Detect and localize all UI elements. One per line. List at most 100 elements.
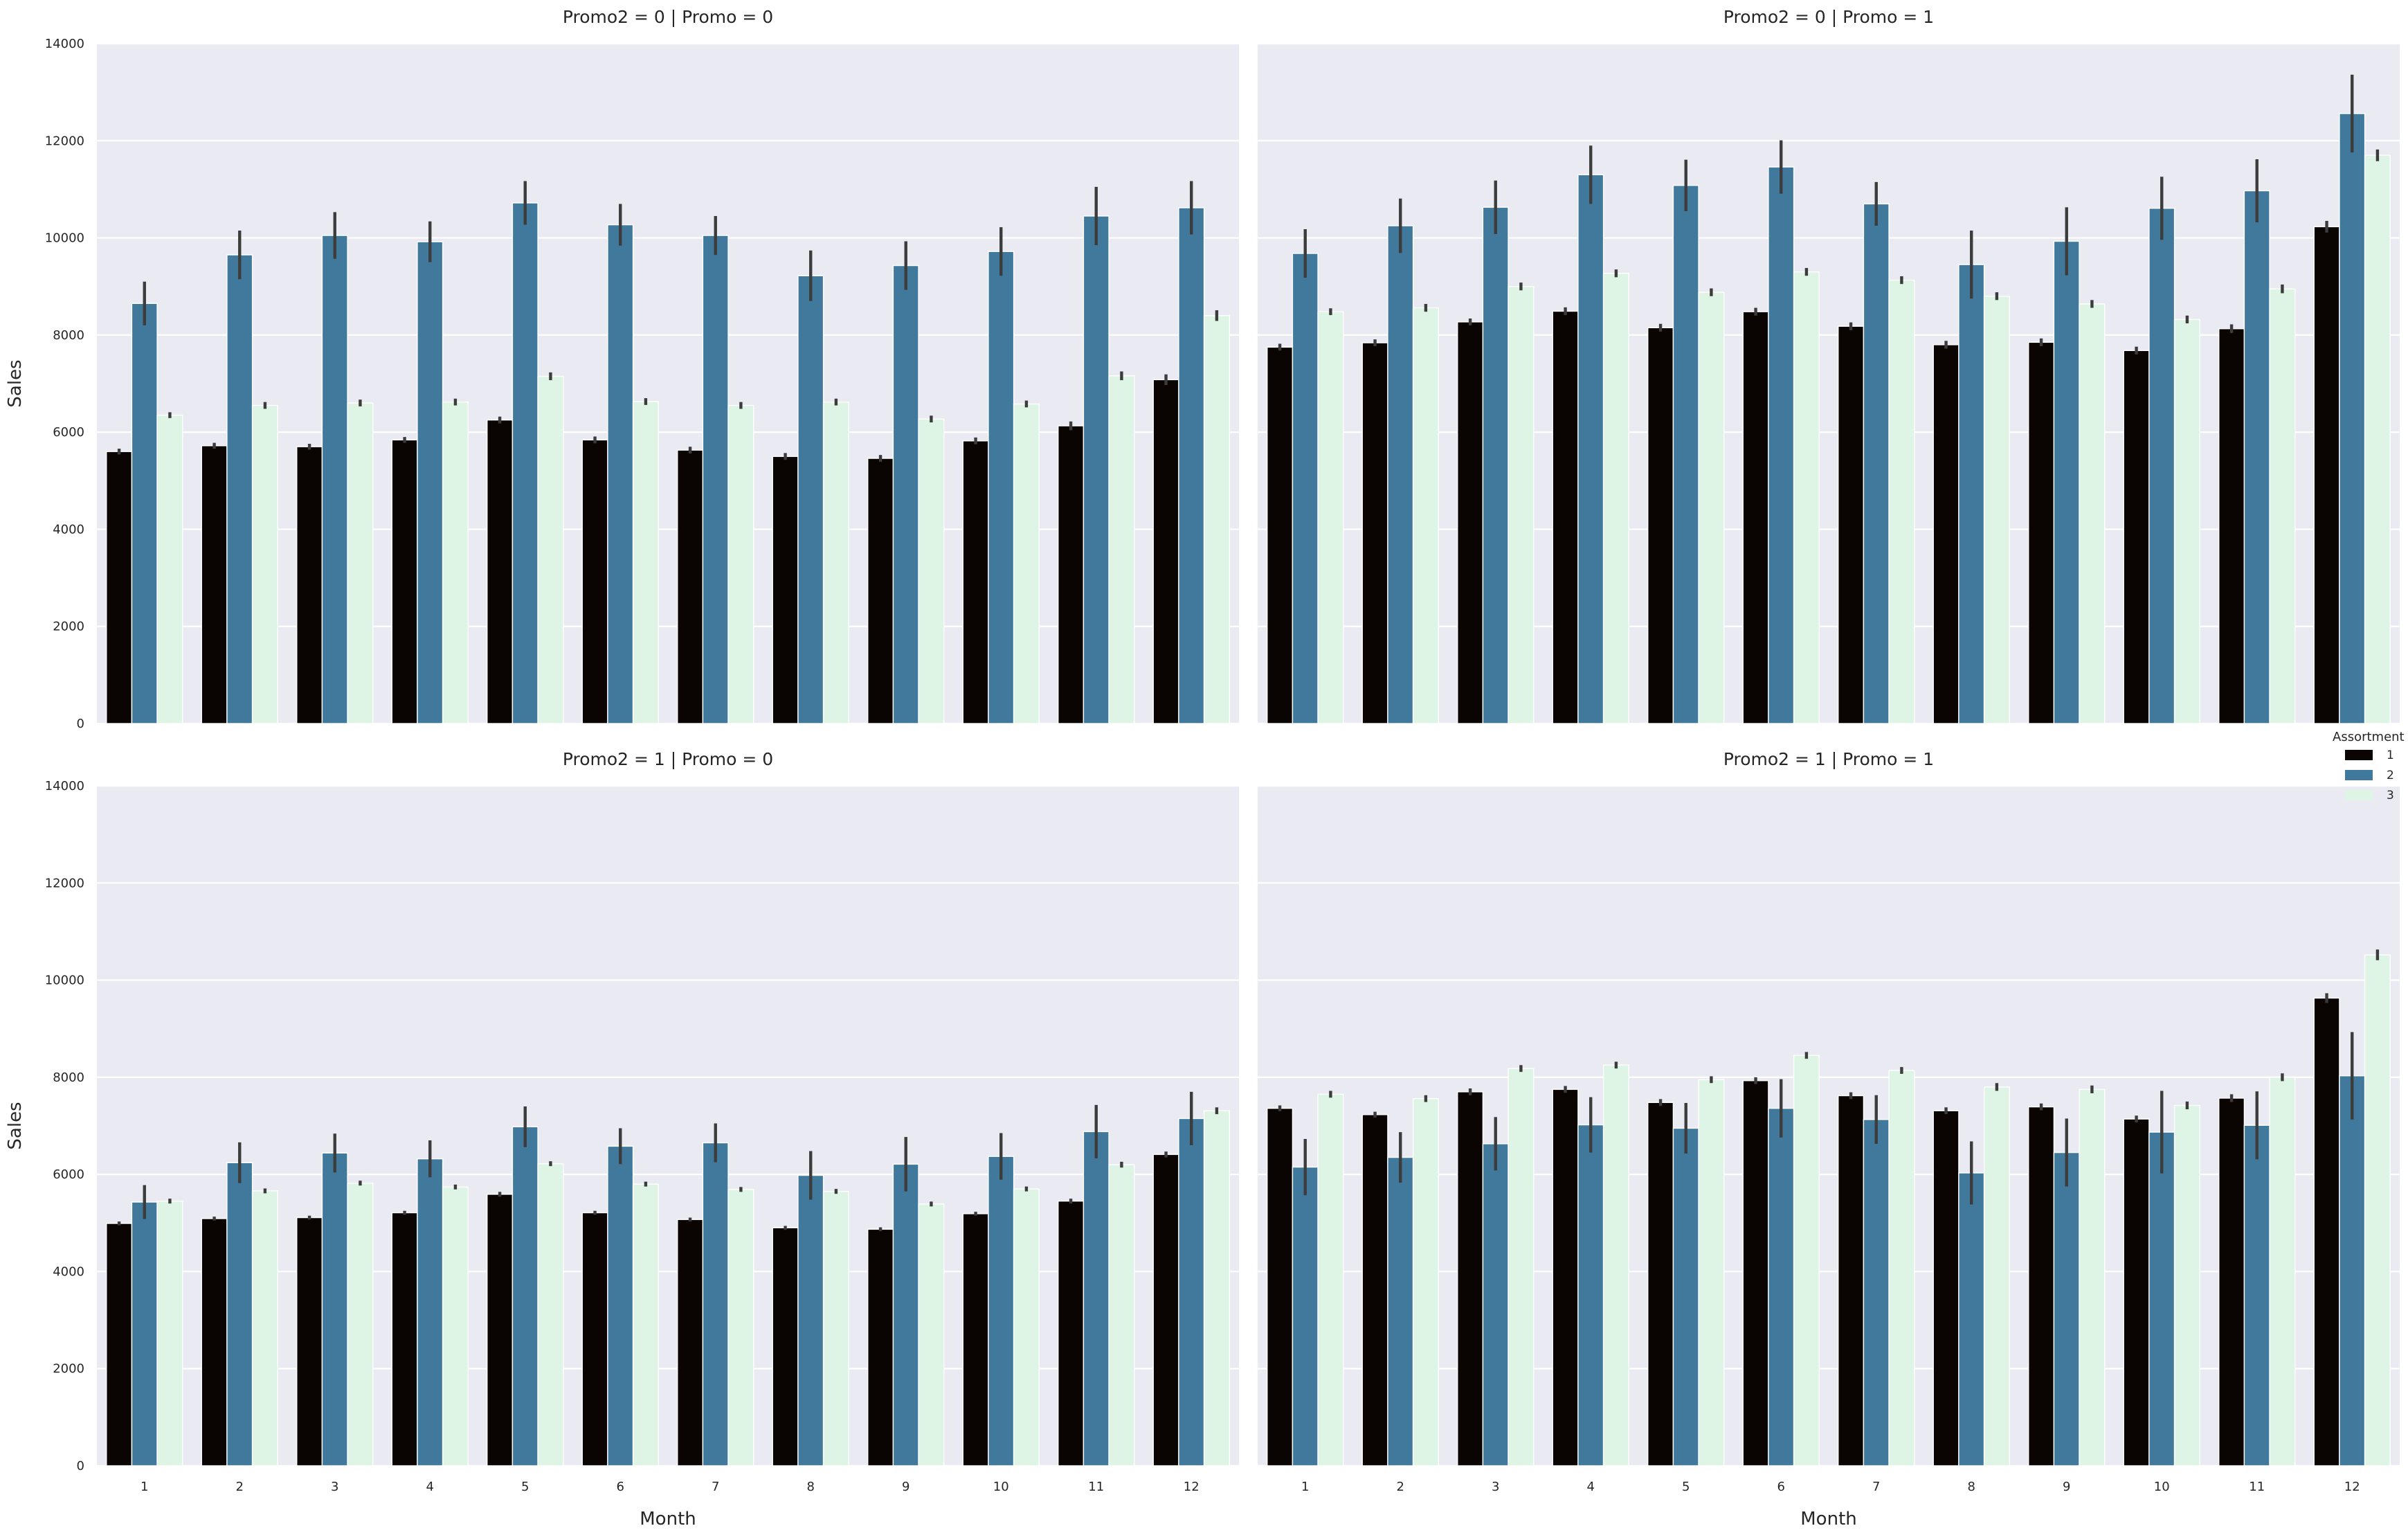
bar-month-11-assortment-1 [2218, 328, 2245, 724]
bar-month-10-assortment-3 [1013, 403, 1040, 724]
bar-month-10-assortment-2 [988, 1156, 1015, 1466]
y-axis-title: Sales [5, 1102, 26, 1149]
bar-month-7-assortment-1 [1838, 1095, 1865, 1466]
bar-month-8-assortment-2 [797, 1174, 824, 1466]
bar-month-10-assortment-2 [988, 251, 1015, 724]
bar-month-7-assortment-1 [677, 1219, 704, 1466]
bar-month-3-assortment-2 [1482, 1143, 1509, 1466]
bar-month-1-assortment-2 [131, 1201, 158, 1466]
bar-month-2-assortment-3 [251, 1190, 278, 1466]
bar-month-5-assortment-3 [1698, 1079, 1725, 1466]
bar-month-2-assortment-2 [226, 1162, 253, 1466]
bar-month-3-assortment-3 [347, 402, 374, 724]
bar-month-5-assortment-3 [537, 375, 564, 724]
bar-month-11-assortment-2 [1083, 215, 1110, 724]
bar-month-4-assortment-1 [391, 1212, 418, 1466]
x-tick-label: 7 [1872, 1480, 1880, 1494]
bar-month-5-assortment-2 [1672, 185, 1699, 724]
bar-month-9-assortment-2 [2053, 240, 2080, 724]
bar-month-6-assortment-1 [581, 1212, 608, 1466]
bar-month-2-assortment-3 [1412, 1098, 1439, 1466]
legend-swatch-2 [2345, 770, 2373, 780]
bar-month-2-assortment-1 [1361, 342, 1388, 724]
bar-month-6-assortment-1 [581, 439, 608, 724]
bar-month-5-assortment-3 [537, 1163, 564, 1466]
bar-month-1-assortment-1 [106, 1223, 133, 1466]
bar-month-12-assortment-2 [2339, 1075, 2366, 1466]
bar-month-9-assortment-3 [2079, 1088, 2106, 1466]
bar-month-6-assortment-1 [1742, 1080, 1769, 1466]
x-tick-label: 12 [1184, 1480, 1200, 1494]
bar-month-2-assortment-1 [201, 445, 228, 724]
bar-month-8-assortment-2 [1958, 264, 1985, 724]
x-tick-label: 2 [1397, 1480, 1404, 1494]
bar-month-8-assortment-3 [1983, 1086, 2010, 1466]
bar-month-5-assortment-1 [1647, 327, 1674, 724]
bar-month-1-assortment-1 [1267, 1108, 1294, 1466]
x-tick-label: 12 [2344, 1480, 2360, 1494]
bar-month-7-assortment-3 [1888, 279, 1915, 724]
bar-month-10-assortment-2 [2148, 208, 2175, 724]
bar-month-2-assortment-1 [1361, 1114, 1388, 1466]
bar-month-7-assortment-2 [702, 1142, 729, 1466]
bar-month-9-assortment-1 [867, 458, 894, 724]
bar-month-3-assortment-1 [1457, 321, 1484, 724]
bar-month-12-assortment-2 [1178, 1117, 1205, 1466]
x-tick-label: 3 [331, 1480, 338, 1494]
bar-month-12-assortment-1 [2313, 226, 2340, 724]
bar-month-12-assortment-3 [1203, 1110, 1230, 1466]
x-tick-label: 9 [2063, 1480, 2070, 1494]
bar-month-10-assortment-3 [2173, 318, 2200, 724]
panel-title: Promo2 = 1 | Promo = 0 [563, 749, 773, 769]
legend-title: Assortment [2333, 730, 2405, 744]
bar-month-6-assortment-2 [1768, 1108, 1795, 1466]
bar-month-8-assortment-3 [822, 401, 849, 724]
bar-month-10-assortment-2 [2148, 1131, 2175, 1466]
bar-month-8-assortment-1 [772, 456, 799, 724]
bar-month-4-assortment-2 [417, 1158, 444, 1466]
bar-month-4-assortment-3 [442, 1186, 469, 1466]
x-tick-label: 6 [617, 1480, 624, 1494]
bar-month-12-assortment-1 [1152, 1154, 1179, 1466]
bar-month-1-assortment-3 [156, 1201, 183, 1466]
bar-month-9-assortment-3 [918, 1203, 945, 1466]
panel-background [97, 786, 1239, 1466]
bar-month-5-assortment-2 [1672, 1127, 1699, 1466]
bar-month-9-assortment-2 [892, 264, 919, 724]
x-axis-title: Month [1800, 1509, 1857, 1529]
bar-month-2-assortment-2 [1387, 1156, 1414, 1466]
bar-month-3-assortment-3 [347, 1183, 374, 1466]
bar-month-5-assortment-1 [1647, 1102, 1674, 1466]
x-tick-label: 6 [1777, 1480, 1785, 1494]
x-tick-label: 7 [712, 1480, 719, 1494]
bar-month-6-assortment-3 [632, 1183, 659, 1466]
x-tick-label: 1 [141, 1480, 148, 1494]
y-tick-label: 0 [77, 717, 84, 731]
bar-month-1-assortment-2 [1292, 1166, 1319, 1466]
y-tick-label: 2000 [53, 1362, 84, 1376]
bar-month-2-assortment-1 [201, 1218, 228, 1466]
bar-month-12-assortment-2 [2339, 113, 2366, 724]
bar-month-12-assortment-1 [1152, 379, 1179, 724]
panel-background [1258, 786, 2400, 1466]
bar-month-8-assortment-2 [797, 275, 824, 724]
y-tick-label: 8000 [53, 328, 84, 343]
bar-month-11-assortment-1 [2218, 1097, 2245, 1466]
bar-month-5-assortment-1 [487, 419, 514, 724]
bar-month-10-assortment-3 [1013, 1188, 1040, 1466]
bar-month-1-assortment-1 [1267, 346, 1294, 724]
y-axis-title: Sales [5, 359, 26, 407]
y-tick-label: 12000 [45, 876, 84, 890]
bar-month-5-assortment-3 [1698, 291, 1725, 724]
bar-month-8-assortment-2 [1958, 1172, 1985, 1466]
x-tick-label: 9 [902, 1480, 909, 1494]
bar-month-2-assortment-3 [251, 404, 278, 724]
bar-month-6-assortment-1 [1742, 311, 1769, 724]
y-tick-label: 10000 [45, 231, 84, 246]
legend-swatch-1 [2345, 750, 2373, 760]
bar-month-4-assortment-1 [391, 439, 418, 724]
bar-month-10-assortment-1 [2123, 350, 2150, 724]
bar-month-10-assortment-1 [2123, 1118, 2150, 1466]
